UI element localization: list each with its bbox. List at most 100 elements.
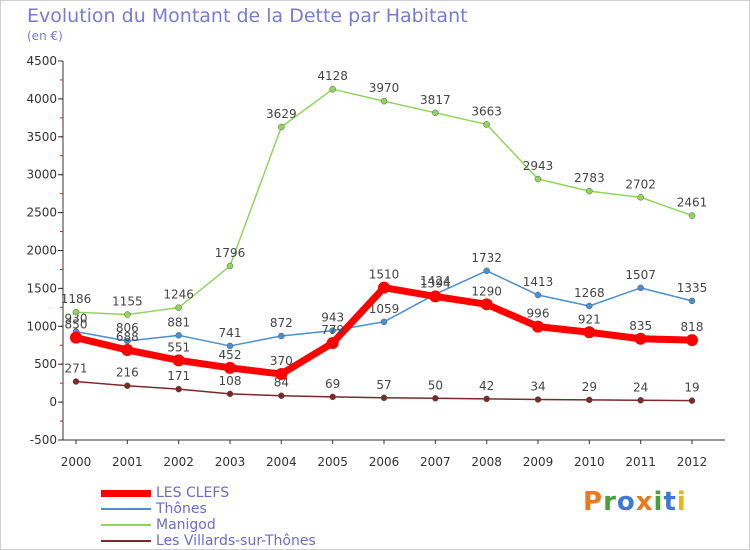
series-manigod: 1186 1155 1246 1796 3629 4128 3970 3817 3663 2943… bbox=[61, 69, 708, 318]
data-label: 452 bbox=[219, 348, 242, 362]
data-label: 24 bbox=[633, 380, 648, 394]
data-point bbox=[634, 332, 647, 345]
data-label: 1413 bbox=[523, 275, 554, 289]
data-point bbox=[124, 311, 131, 318]
data-label: 29 bbox=[582, 380, 597, 394]
data-point bbox=[688, 397, 696, 404]
data-point bbox=[586, 187, 593, 195]
data-point bbox=[688, 297, 696, 305]
x-tick-label: 2008 bbox=[471, 455, 502, 469]
data-point bbox=[534, 291, 542, 299]
y-tick-label: -500 bbox=[30, 433, 57, 447]
legend-swatch bbox=[101, 540, 151, 542]
series-les-clefs: 850 688 551 452 370 779 1510 1394 1290 996 921 835 8… bbox=[65, 268, 703, 381]
data-label: 930 bbox=[65, 312, 88, 326]
data-label: 171 bbox=[167, 369, 190, 383]
x-tick-label: 2011 bbox=[625, 455, 656, 469]
data-label: 1424 bbox=[420, 274, 451, 288]
data-label: 1290 bbox=[471, 284, 502, 298]
data-label: 19 bbox=[684, 381, 699, 395]
data-point bbox=[326, 337, 339, 350]
legend-swatch bbox=[101, 524, 151, 526]
data-label: 551 bbox=[167, 340, 190, 354]
data-point bbox=[432, 395, 439, 402]
data-point bbox=[275, 368, 288, 381]
data-point bbox=[637, 194, 644, 201]
y-tick-label: 0 bbox=[49, 395, 57, 409]
data-label: 741 bbox=[219, 326, 242, 340]
data-label: 1335 bbox=[677, 281, 708, 295]
data-point bbox=[686, 334, 698, 347]
data-label: 3817 bbox=[420, 93, 451, 107]
y-tick-label: 3000 bbox=[26, 168, 57, 182]
data-point bbox=[70, 331, 82, 344]
data-label: 1059 bbox=[369, 302, 400, 316]
data-point bbox=[278, 332, 285, 340]
data-label: 1155 bbox=[112, 295, 143, 309]
data-label: 2461 bbox=[677, 196, 708, 210]
x-tick-label: 2005 bbox=[317, 455, 348, 469]
chart-title: Evolution du Montant de la Dette par Hab… bbox=[27, 5, 468, 27]
data-point bbox=[175, 385, 182, 393]
data-label: 3970 bbox=[369, 81, 400, 95]
data-label: 4128 bbox=[317, 69, 348, 83]
data-label: 850 bbox=[65, 318, 88, 332]
y-tick-label: 4500 bbox=[26, 54, 57, 68]
data-point bbox=[534, 396, 542, 403]
data-label: 370 bbox=[270, 354, 293, 368]
x-tick-label: 2006 bbox=[369, 455, 400, 469]
x-tick-label: 2010 bbox=[574, 455, 605, 469]
data-label: 216 bbox=[116, 366, 139, 380]
x-tick-label: 2003 bbox=[215, 455, 246, 469]
data-label: 69 bbox=[325, 377, 340, 391]
series-th-nes: 930 806 881 741 872 943 1059 1424 1732 1413 1268 15… bbox=[65, 251, 708, 350]
axes: -500 0 500 1000 1500 2000 2500 3000 3500 4000 4500… bbox=[26, 54, 725, 469]
logo-letter: P bbox=[583, 487, 604, 517]
data-point bbox=[72, 308, 80, 316]
x-tick-label: 2012 bbox=[677, 455, 708, 469]
y-tick-label: 2500 bbox=[26, 206, 57, 220]
legend-label: Les Villards-sur-Thônes bbox=[156, 533, 316, 549]
y-tick-label: 1500 bbox=[26, 281, 57, 295]
data-point bbox=[429, 290, 442, 303]
y-tick-label: 3500 bbox=[26, 130, 57, 144]
data-point bbox=[329, 85, 336, 93]
data-point bbox=[637, 397, 644, 404]
x-tick-label: 2000 bbox=[61, 455, 92, 469]
data-label: 1268 bbox=[574, 286, 605, 300]
data-point bbox=[224, 361, 236, 374]
data-label: 50 bbox=[428, 378, 443, 392]
data-point bbox=[534, 175, 542, 183]
data-point bbox=[380, 394, 388, 402]
logo-letter: i bbox=[676, 487, 687, 517]
chart-subtitle: (en €) bbox=[27, 29, 63, 43]
x-tick-label: 2007 bbox=[420, 455, 451, 469]
data-label: 943 bbox=[321, 311, 344, 325]
data-point bbox=[637, 284, 644, 292]
data-label: 271 bbox=[65, 362, 88, 376]
y-tick-label: 2000 bbox=[26, 244, 57, 258]
legend-label: Thônes bbox=[156, 501, 207, 517]
data-point bbox=[329, 393, 336, 401]
x-tick-label: 2002 bbox=[163, 455, 194, 469]
data-label: 1507 bbox=[625, 268, 656, 282]
data-label: 996 bbox=[527, 307, 550, 321]
data-label: 2783 bbox=[574, 171, 605, 185]
data-label: 84 bbox=[274, 376, 289, 390]
data-label: 872 bbox=[270, 316, 293, 330]
data-label: 1796 bbox=[215, 246, 246, 260]
data-point bbox=[483, 395, 490, 403]
series-les-villards-sur-th-nes: 271 216 171 108 84 69 57 50 42 34 29 24 19 bbox=[65, 362, 700, 404]
data-label: 108 bbox=[219, 374, 242, 388]
legend-label: Manigod bbox=[156, 517, 216, 533]
data-label: 1732 bbox=[471, 251, 502, 265]
data-point bbox=[586, 302, 593, 310]
logo-letter: x bbox=[635, 487, 654, 517]
logo-letter: t bbox=[663, 487, 677, 517]
data-label: 806 bbox=[116, 321, 139, 335]
data-point bbox=[380, 97, 388, 105]
data-point bbox=[226, 262, 234, 270]
y-tick-label: 4000 bbox=[26, 92, 57, 106]
